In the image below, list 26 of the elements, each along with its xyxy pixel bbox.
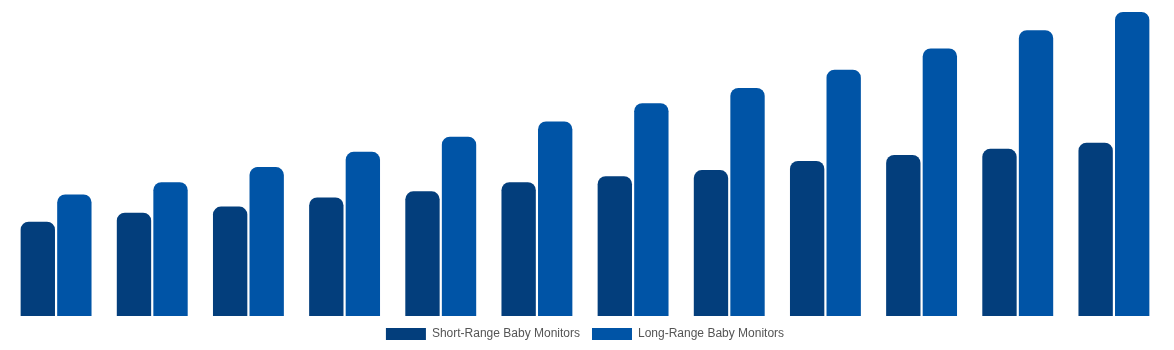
bar <box>982 148 1017 316</box>
bar <box>730 88 765 316</box>
bar <box>20 221 55 316</box>
bar <box>501 182 536 316</box>
bar <box>441 136 477 316</box>
bar <box>922 48 958 316</box>
bar <box>212 206 248 316</box>
bar <box>538 121 573 316</box>
bar <box>597 176 632 316</box>
legend-label: Short-Range Baby Monitors <box>431 326 580 341</box>
bar <box>1078 142 1113 316</box>
bar <box>886 154 921 316</box>
bar <box>153 182 188 316</box>
bar <box>57 194 92 316</box>
bar <box>405 191 440 316</box>
bar <box>634 103 669 316</box>
bar <box>1018 30 1054 316</box>
bar <box>116 212 152 316</box>
bar <box>1115 12 1150 316</box>
bar <box>693 170 729 316</box>
bar <box>789 160 825 316</box>
bar <box>826 69 861 316</box>
legend-label: Long-Range Baby Monitors <box>637 326 785 341</box>
bar <box>249 167 284 316</box>
bar <box>309 197 344 316</box>
bar <box>345 151 381 316</box>
